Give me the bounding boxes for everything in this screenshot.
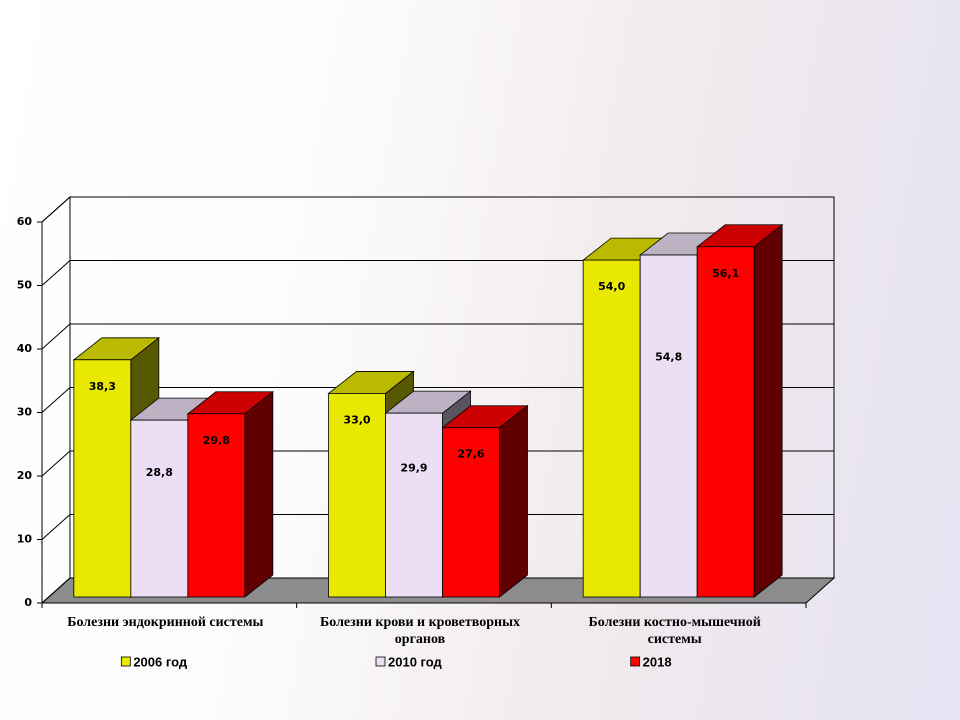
bar [442, 427, 500, 598]
bar-side [499, 404, 528, 598]
grid-line [41, 514, 71, 540]
value-label: 27,6 [457, 448, 484, 461]
y-tick-label: 10 [17, 533, 33, 546]
bar [696, 246, 755, 598]
y-tick-label: 0 [24, 596, 32, 609]
bar [328, 393, 386, 598]
grid-line [41, 323, 71, 350]
value-label: 28,8 [146, 466, 173, 479]
value-label: 54,8 [655, 351, 682, 364]
legend-marker [120, 656, 131, 667]
y-tick-label: 50 [17, 279, 33, 292]
value-label: 38,3 [89, 380, 116, 393]
grid-line [41, 387, 71, 413]
bar [385, 412, 443, 598]
value-label: 29,9 [400, 461, 427, 474]
grid-line [41, 196, 71, 223]
legend-label: 2018 [643, 654, 672, 669]
bar-side [244, 390, 274, 598]
value-label: 29,8 [203, 434, 230, 447]
x-tick-label: Болезни костно-мышечной системы [588, 615, 761, 647]
value-label: 33,0 [343, 413, 370, 426]
y-tick-label: 40 [17, 342, 33, 355]
grid-line [41, 577, 71, 604]
y-tick-label: 30 [17, 406, 33, 419]
legend-marker [375, 656, 386, 667]
y-tick-label: 60 [17, 215, 33, 228]
bar [187, 413, 246, 598]
grid-line [41, 260, 71, 286]
bar [639, 254, 698, 598]
bar [130, 419, 189, 598]
value-label: 54,0 [598, 280, 625, 293]
legend-marker [630, 656, 641, 667]
bar [73, 359, 132, 598]
bar-side [753, 223, 783, 598]
legend-label: 2006 год [133, 654, 188, 669]
x-tick-label: Болезни крови и кроветворных органов [320, 615, 520, 647]
grid-line [41, 450, 71, 477]
y-tick-label: 20 [17, 469, 33, 482]
legend-label: 2010 год [388, 654, 443, 669]
value-label: 56,1 [712, 267, 739, 280]
x-tick-label: Болезни эндокринной системы [67, 615, 264, 630]
bar [582, 259, 641, 598]
